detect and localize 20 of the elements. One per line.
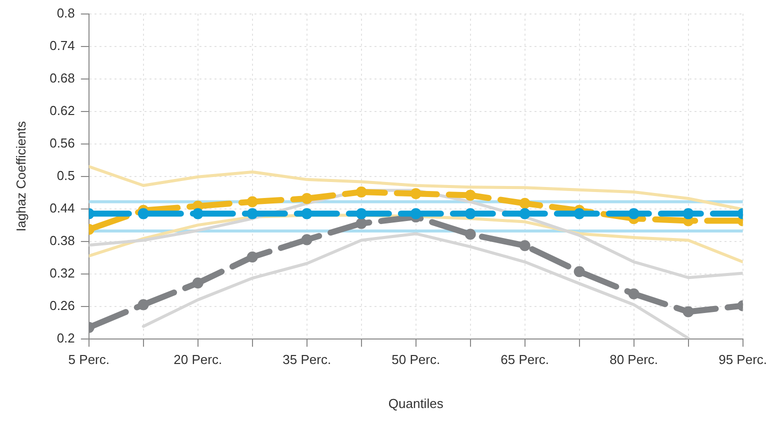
y-tick-label: 0.44 [50, 200, 75, 216]
y-tick-label: 0.68 [50, 70, 75, 86]
y-tick-label: 0.56 [50, 135, 75, 150]
y-tick-label: 0.38 [50, 232, 75, 248]
x-tick-label: 50 Perc. [392, 352, 440, 368]
y-tick-label: 0.2 [56, 330, 75, 346]
x-axis-title: Quantiles [388, 396, 444, 411]
y-tick-label: 0.5 [56, 168, 75, 183]
x-tick-label: 80 Perc. [610, 352, 658, 368]
y-tick-label: 0.74 [50, 38, 75, 53]
y-tick-label: 0.62 [50, 102, 75, 118]
y-axis-title: Iaghaz Coefficients [13, 120, 28, 232]
y-tick-label: 0.8 [56, 5, 75, 20]
x-tick-label: 20 Perc. [174, 352, 222, 368]
x-tick-label: 35 Perc. [282, 352, 332, 368]
x-tick-label: 5 Perc. [68, 352, 110, 368]
y-tick-label: 0.26 [50, 298, 75, 313]
x-tick-label: 95 Perc. [718, 352, 768, 368]
y-tick-label: 0.32 [50, 265, 75, 280]
x-tick-label: 65 Perc. [500, 352, 550, 368]
